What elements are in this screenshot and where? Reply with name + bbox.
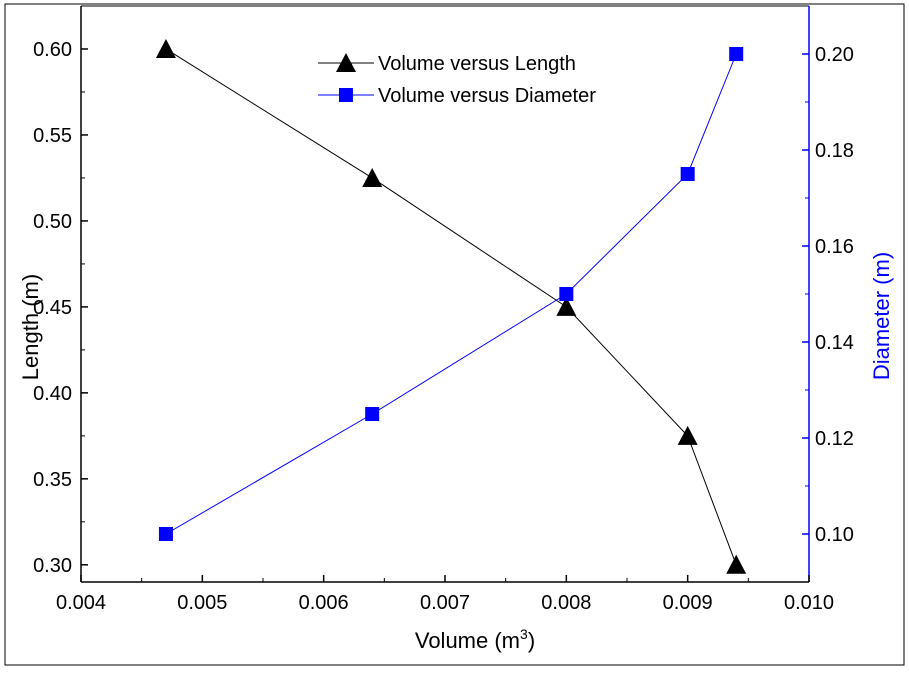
series-0-triangle-marker xyxy=(362,167,383,187)
series-1-square-marker xyxy=(680,167,695,181)
series-0-triangle-marker xyxy=(677,425,698,445)
y-left-tick-label: 0.35 xyxy=(33,469,72,491)
y-left-tick-label: 0.50 xyxy=(33,211,72,233)
x-tick-label: 0.007 xyxy=(420,592,470,614)
y-left-tick-label: 0.45 xyxy=(33,297,72,319)
y-axis-right-label: Diameter (m) xyxy=(869,252,894,380)
legend-label-0: Volume versus Length xyxy=(378,53,576,75)
series-1-square-marker xyxy=(559,287,574,301)
x-axis-label-superscript: 3 xyxy=(520,626,528,642)
legend-triangle-marker xyxy=(336,53,356,72)
y-right-tick-label: 0.18 xyxy=(815,140,854,162)
figure-frame xyxy=(4,3,905,666)
y-right-tick-label: 0.12 xyxy=(815,428,854,450)
y-left-tick-label: 0.40 xyxy=(33,383,72,405)
x-tick-label: 0.004 xyxy=(56,592,106,614)
y-right-tick-label: 0.14 xyxy=(815,332,854,354)
x-tick-label: 0.009 xyxy=(663,592,713,614)
y-right-tick-label: 0.10 xyxy=(815,524,854,546)
y-left-tick-label: 0.60 xyxy=(33,39,72,61)
y-left-tick-label: 0.55 xyxy=(33,125,72,147)
legend-square-marker xyxy=(339,88,353,102)
x-axis-label: Volume (m3) xyxy=(415,626,535,653)
x-tick-label: 0.005 xyxy=(177,592,227,614)
x-tick-label: 0.010 xyxy=(784,592,834,614)
y-axis-left-label: Length (m) xyxy=(18,274,43,380)
legend-label-1: Volume versus Diameter xyxy=(378,85,596,107)
series-0-triangle-marker xyxy=(155,38,176,58)
series-1-square-marker xyxy=(365,407,380,421)
series-1-square-marker xyxy=(158,527,173,541)
x-tick-label: 0.008 xyxy=(541,592,591,614)
x-tick-label: 0.006 xyxy=(299,592,349,614)
y-right-tick-label: 0.16 xyxy=(815,236,854,258)
series-0-triangle-marker xyxy=(556,296,577,316)
series-0-triangle-marker xyxy=(726,554,747,574)
y-right-tick-label: 0.20 xyxy=(815,44,854,66)
series-1-square-marker xyxy=(729,47,744,61)
y-left-tick-label: 0.30 xyxy=(33,555,72,577)
